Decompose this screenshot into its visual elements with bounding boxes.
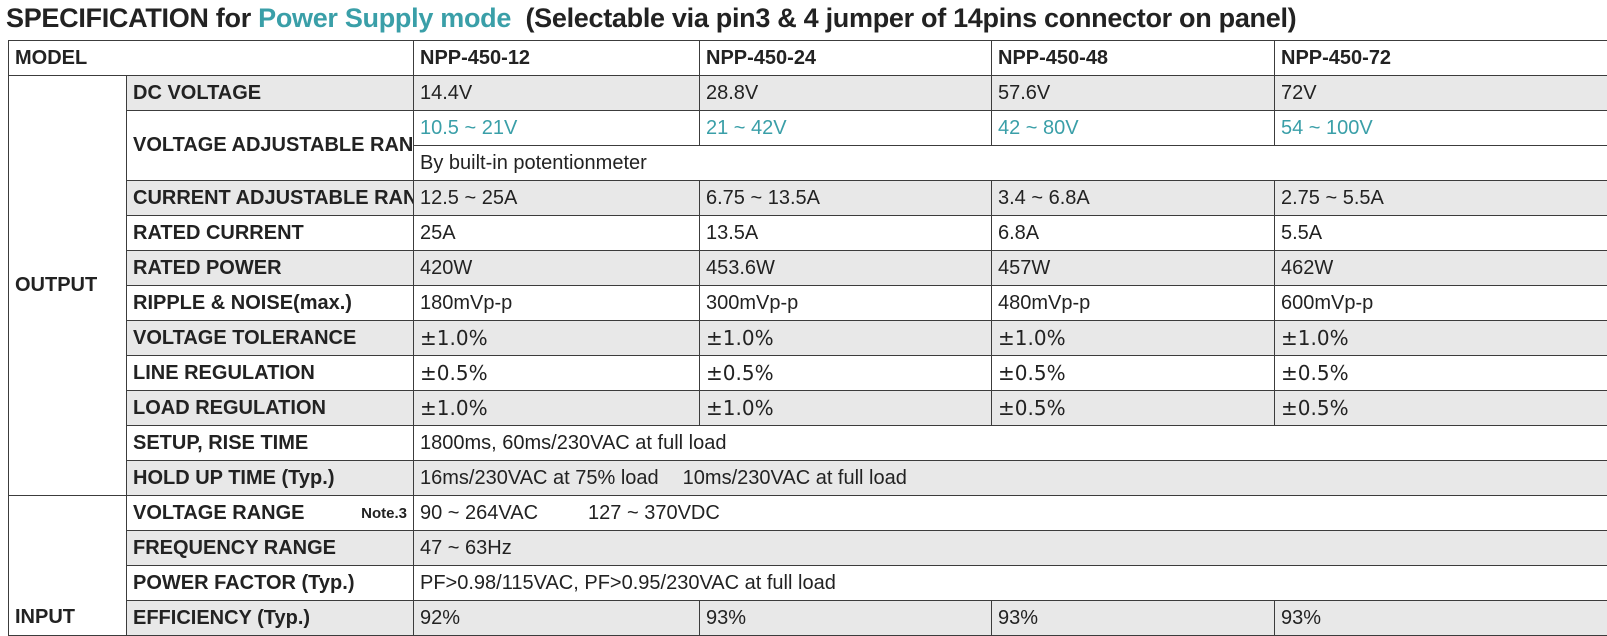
- spec-value: By built-in potentionmeter: [414, 146, 1607, 181]
- input-voltage-dc: 127 ~ 370VDC: [588, 502, 720, 524]
- hold-up-value-a: 16ms/230VAC at 75% load: [420, 467, 659, 489]
- spec-value: ±1.0%: [1275, 321, 1607, 356]
- table-row-rated-power: RATED POWER 420W 453.6W 457W 462W: [9, 251, 1607, 286]
- spec-value: ±0.5%: [414, 356, 700, 391]
- table-row-rated-current: RATED CURRENT 25A 13.5A 6.8A 5.5A: [9, 216, 1607, 251]
- param-label: POWER FACTOR (Typ.): [127, 566, 414, 601]
- spec-value: ±0.5%: [1275, 356, 1607, 391]
- spec-value: 42 ~ 80V: [992, 111, 1275, 146]
- spec-table: MODEL NPP-450-12 NPP-450-24 NPP-450-48 N…: [8, 40, 1607, 636]
- spec-value: 10.5 ~ 21V: [414, 111, 700, 146]
- table-row-model: MODEL NPP-450-12 NPP-450-24 NPP-450-48 N…: [9, 41, 1607, 76]
- spec-value: 13.5A: [700, 216, 992, 251]
- spec-value: ±1.0%: [700, 321, 992, 356]
- note-ref: Note.3: [361, 505, 407, 522]
- spec-value: 21 ~ 42V: [700, 111, 992, 146]
- spec-value: 92%: [414, 601, 700, 636]
- input-voltage-ac: 90 ~ 264VAC: [420, 502, 538, 524]
- spec-value: ±1.0%: [992, 321, 1275, 356]
- param-label: RIPPLE & NOISE(max.): [127, 286, 414, 321]
- model-name: NPP-450-48: [992, 41, 1275, 76]
- spec-value: 90 ~ 264VAC 127 ~ 370VDC: [414, 496, 1607, 531]
- spec-value: 93%: [992, 601, 1275, 636]
- spec-value: ±1.0%: [700, 391, 992, 426]
- hold-up-value-b: 10ms/230VAC at full load: [683, 467, 907, 489]
- spec-value: 28.8V: [700, 76, 992, 111]
- table-row-setup-rise: SETUP, RISE TIME 1800ms, 60ms/230VAC at …: [9, 426, 1607, 461]
- spec-value: 93%: [1275, 601, 1607, 636]
- spec-value: 300mVp-p: [700, 286, 992, 321]
- table-row-dc-voltage: OUTPUT DC VOLTAGE 14.4V 28.8V 57.6V 72V: [9, 76, 1607, 111]
- spec-value: 600mVp-p: [1275, 286, 1607, 321]
- table-row-load-regulation: LOAD REGULATION ±1.0% ±1.0% ±0.5% ±0.5%: [9, 391, 1607, 426]
- spec-value: ±1.0%: [414, 391, 700, 426]
- table-row-voltage-adj: VOLTAGE ADJUSTABLE RANGE 10.5 ~ 21V 21 ~…: [9, 111, 1607, 146]
- param-label: VOLTAGE ADJUSTABLE RANGE: [127, 111, 414, 181]
- model-name: NPP-450-72: [1275, 41, 1607, 76]
- spec-value: 5.5A: [1275, 216, 1607, 251]
- table-row-current-adj: CURRENT ADJUSTABLE RANGE 12.5 ~ 25A 6.75…: [9, 181, 1607, 216]
- page-title: SPECIFICATION for Power Supply mode (Sel…: [6, 2, 1296, 34]
- model-name: NPP-450-12: [414, 41, 700, 76]
- spec-value: PF>0.98/115VAC, PF>0.95/230VAC at full l…: [414, 566, 1607, 601]
- spec-value: 480mVp-p: [992, 286, 1275, 321]
- table-row-efficiency: EFFICIENCY (Typ.) 92% 93% 93% 93%: [9, 601, 1607, 636]
- group-output-label: OUTPUT: [9, 76, 127, 496]
- spec-value: 1800ms, 60ms/230VAC at full load: [414, 426, 1607, 461]
- table-row-hold-up: HOLD UP TIME (Typ.) 16ms/230VAC at 75% l…: [9, 461, 1607, 496]
- group-input-label: INPUT: [9, 496, 127, 636]
- title-accent: Power Supply mode: [258, 3, 511, 33]
- spec-value: 457W: [992, 251, 1275, 286]
- spec-value: 420W: [414, 251, 700, 286]
- spec-value: 47 ~ 63Hz: [414, 531, 1607, 566]
- title-suffix: (Selectable via pin3 & 4 jumper of 14pin…: [511, 3, 1296, 33]
- spec-value: ±1.0%: [414, 321, 700, 356]
- spec-value: ±0.5%: [1275, 391, 1607, 426]
- table-row-power-factor: POWER FACTOR (Typ.) PF>0.98/115VAC, PF>0…: [9, 566, 1607, 601]
- spec-value: 462W: [1275, 251, 1607, 286]
- param-label: LINE REGULATION: [127, 356, 414, 391]
- spec-value: 16ms/230VAC at 75% load 10ms/230VAC at fu…: [414, 461, 1607, 496]
- param-label: FREQUENCY RANGE: [127, 531, 414, 566]
- spec-value: 180mVp-p: [414, 286, 700, 321]
- param-label: EFFICIENCY (Typ.): [127, 601, 414, 636]
- model-name: NPP-450-24: [700, 41, 992, 76]
- title-prefix: SPECIFICATION for: [6, 3, 258, 33]
- param-label: DC VOLTAGE: [127, 76, 414, 111]
- spec-value: ±0.5%: [992, 391, 1275, 426]
- param-label: Note.3 VOLTAGE RANGE: [127, 496, 414, 531]
- param-label-text: VOLTAGE RANGE: [133, 502, 304, 524]
- spec-value: ±0.5%: [700, 356, 992, 391]
- spec-value: 2.75 ~ 5.5A: [1275, 181, 1607, 216]
- spec-value: 93%: [700, 601, 992, 636]
- spec-value: 6.75 ~ 13.5A: [700, 181, 992, 216]
- spec-value: 25A: [414, 216, 700, 251]
- spec-value: 453.6W: [700, 251, 992, 286]
- model-label: MODEL: [9, 41, 414, 76]
- param-label: VOLTAGE TOLERANCE: [127, 321, 414, 356]
- table-row-line-regulation: LINE REGULATION ±0.5% ±0.5% ±0.5% ±0.5%: [9, 356, 1607, 391]
- param-label: RATED CURRENT: [127, 216, 414, 251]
- table-row-ripple: RIPPLE & NOISE(max.) 180mVp-p 300mVp-p 4…: [9, 286, 1607, 321]
- spec-value: 3.4 ~ 6.8A: [992, 181, 1275, 216]
- spec-value: 12.5 ~ 25A: [414, 181, 700, 216]
- spec-value: 72V: [1275, 76, 1607, 111]
- spec-value: 14.4V: [414, 76, 700, 111]
- param-label: CURRENT ADJUSTABLE RANGE: [127, 181, 414, 216]
- table-row-frequency: FREQUENCY RANGE 47 ~ 63Hz: [9, 531, 1607, 566]
- table-row-voltage-tolerance: VOLTAGE TOLERANCE ±1.0% ±1.0% ±1.0% ±1.0…: [9, 321, 1607, 356]
- spec-value: 54 ~ 100V: [1275, 111, 1607, 146]
- spec-value: 6.8A: [992, 216, 1275, 251]
- param-label: SETUP, RISE TIME: [127, 426, 414, 461]
- spec-value: ±0.5%: [992, 356, 1275, 391]
- param-label: LOAD REGULATION: [127, 391, 414, 426]
- spec-value: 57.6V: [992, 76, 1275, 111]
- param-label: HOLD UP TIME (Typ.): [127, 461, 414, 496]
- param-label: RATED POWER: [127, 251, 414, 286]
